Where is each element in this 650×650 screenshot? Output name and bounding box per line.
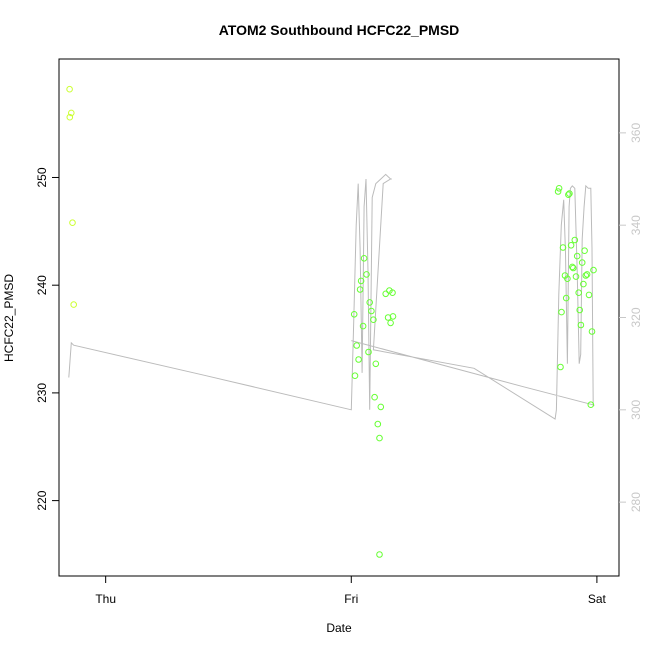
- y-tick-label: 240: [35, 275, 49, 295]
- data-point: [70, 301, 77, 308]
- data-point: [368, 307, 375, 315]
- y2-tick-label: 280: [629, 492, 643, 512]
- data-point: [351, 372, 359, 380]
- data-point: [365, 348, 372, 356]
- data-point: [69, 219, 76, 226]
- data-point: [585, 291, 593, 299]
- data-point: [366, 299, 374, 306]
- data-point: [583, 271, 591, 278]
- data-point: [576, 306, 584, 314]
- data-point: [577, 321, 585, 329]
- axes-layer: 220 230 240 250 280 300 320 340 360 Thu Fri Sat: [35, 123, 643, 606]
- data-point: [389, 313, 397, 320]
- data-point: [66, 85, 73, 93]
- y2-tick-label: 360: [629, 123, 643, 143]
- data-point: [554, 188, 562, 195]
- y-tick-label: 220: [35, 490, 49, 510]
- data-point: [350, 311, 358, 318]
- data-point: [567, 242, 575, 249]
- data-point: [370, 316, 377, 324]
- data-point: [570, 264, 577, 272]
- data-point: [357, 277, 365, 285]
- chart-title: ATOM2 Southbound HCFC22_PMSD: [219, 22, 460, 38]
- data-point: [573, 252, 581, 260]
- plot-frame: [58, 58, 620, 577]
- data-point: [68, 109, 75, 117]
- data-point: [588, 328, 596, 335]
- data-point: [572, 273, 580, 280]
- data-point: [578, 259, 586, 266]
- data-point: [355, 356, 362, 363]
- data-point: [384, 314, 392, 321]
- data-point: [371, 393, 378, 401]
- data-point: [66, 113, 74, 121]
- data-point: [377, 403, 385, 411]
- y2-tick-label: 300: [629, 399, 643, 419]
- x-axis-label: Date: [326, 621, 352, 635]
- data-point: [566, 190, 573, 197]
- data-point: [372, 360, 380, 368]
- data-point: [559, 244, 567, 251]
- y-axis-label: HCFC22_PMSD: [2, 274, 16, 362]
- data-point: [581, 247, 588, 254]
- x-tick-label: Sat: [588, 592, 607, 606]
- data-point: [374, 420, 382, 428]
- data-point: [580, 280, 587, 288]
- data-point: [571, 236, 579, 244]
- line-series: [68, 173, 595, 420]
- y2-tick-label: 340: [629, 215, 643, 235]
- x-tick-label: Fri: [344, 592, 358, 606]
- data-point: [356, 286, 364, 293]
- data-point: [558, 308, 565, 316]
- y2-tick-label: 320: [629, 307, 643, 327]
- data-point: [562, 294, 570, 302]
- data-point: [565, 191, 572, 198]
- data-point: [382, 290, 390, 298]
- data-point: [587, 401, 595, 409]
- data-point: [582, 272, 590, 279]
- data-point: [575, 289, 583, 297]
- line-series-layer: [68, 173, 595, 420]
- data-point: [387, 319, 394, 327]
- y-tick-label: 250: [35, 167, 49, 187]
- data-point: [360, 254, 368, 262]
- scatter-series-layer: [66, 85, 597, 558]
- data-point: [353, 342, 361, 349]
- data-point: [376, 551, 383, 558]
- data-point: [557, 363, 564, 371]
- data-point: [569, 263, 576, 271]
- data-point: [359, 322, 367, 330]
- data-point: [555, 185, 563, 192]
- data-point: [363, 271, 370, 278]
- y-tick-label: 230: [35, 383, 49, 403]
- data-point: [389, 289, 396, 297]
- data-point: [564, 275, 571, 283]
- x-tick-label: Thu: [95, 592, 116, 606]
- data-point: [376, 434, 383, 442]
- data-point: [590, 266, 597, 274]
